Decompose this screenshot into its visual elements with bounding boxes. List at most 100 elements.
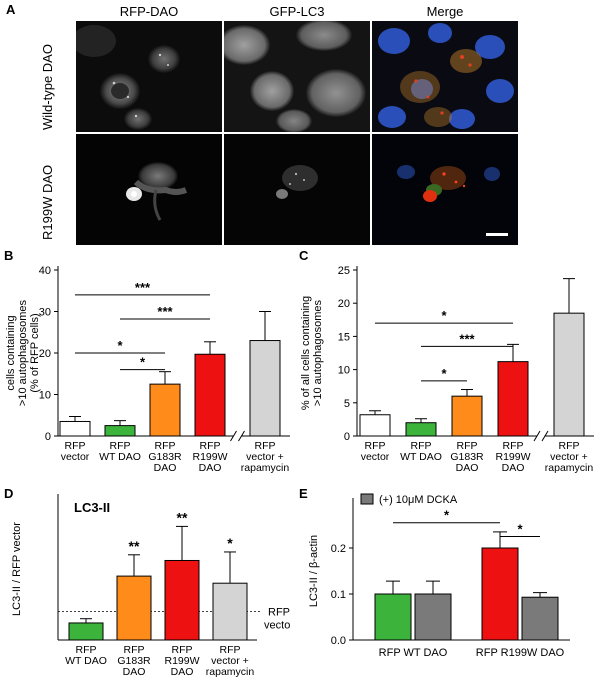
micrograph-r199w-rfp-dao xyxy=(76,134,222,245)
panel-c-ytick-label: 25 xyxy=(338,265,350,277)
panel-d-bar xyxy=(68,622,104,641)
panel-d-category-label: vector + xyxy=(211,655,249,667)
panel-c-category-label: RFP xyxy=(503,440,524,452)
panel-d-category-label: RFP xyxy=(76,644,97,656)
panel-d-category-label: RFP xyxy=(172,644,193,656)
panel-b-ylabel-line: (% of RFP cells) xyxy=(29,313,41,392)
panel-e-ytick-label: 0.1 xyxy=(331,589,346,601)
panel-d-category-label: DAO xyxy=(123,666,146,678)
panel-c-category-label: rapamycin xyxy=(545,462,594,473)
micrograph-r199w-merge xyxy=(372,134,518,245)
panel-e-bar xyxy=(521,596,559,641)
panel-b-category-label: WT DAO xyxy=(99,451,141,463)
panel-e-ylabel-line: LC3-II / β-actin xyxy=(308,535,320,607)
panel-c-ylabel-line: % of all cells containing xyxy=(300,296,312,410)
panel-b-significance-star: * xyxy=(117,338,123,353)
panel-d-category-label: G183R xyxy=(117,655,151,667)
column-title-gfp-lc3: GFP-LC3 xyxy=(269,4,325,19)
panel-c-bar xyxy=(497,361,529,437)
panel-c-bar xyxy=(451,395,483,437)
panel-c-ylabel-line: >10 autophagosomes xyxy=(312,299,324,406)
panel-b-bar xyxy=(249,340,281,437)
panel-b-category-label: G183R xyxy=(148,451,182,463)
panel-b-category-label: RFP xyxy=(255,440,276,452)
panel-b-category-label: vector xyxy=(61,451,90,463)
panel-d-category-label: RFP xyxy=(124,644,145,656)
panel-e-ytick-label: 0.2 xyxy=(331,543,346,555)
panel-b-ytick-label: 30 xyxy=(39,307,51,319)
panel-e-bar xyxy=(481,547,519,641)
panel-c-category-label: G183R xyxy=(450,451,484,463)
panel-b-ytick-label: 20 xyxy=(39,348,51,360)
panel-c-ytick-label: 20 xyxy=(338,298,350,310)
panel-c-significance-star: *** xyxy=(459,331,475,346)
panel-c-bar xyxy=(553,312,585,437)
panel-e-group-label: RFP WT DAO xyxy=(379,647,448,659)
micrograph-r199w-gfp-lc3 xyxy=(224,134,370,245)
panel-d-category-label: WT DAO xyxy=(65,655,107,667)
panel-d-category-label: R199W xyxy=(164,655,199,667)
panel-b-category-label: DAO xyxy=(199,462,222,473)
panel-b-significance-star: *** xyxy=(157,304,173,319)
panel-b-ylabel-line: cells containing xyxy=(5,315,17,390)
panel-b-category-label: RFP xyxy=(155,440,176,452)
scale-bar xyxy=(486,233,508,236)
panel-e-letter: E xyxy=(299,486,308,501)
column-title-merge: Merge xyxy=(426,4,464,19)
chart-e: E LC3-II / β-actin 0.0 0.1 0.2 RFP WT DAO RFP … xyxy=(299,486,570,659)
panel-d-reference-label: RFP xyxy=(268,607,290,619)
panel-b-category-label: vector + xyxy=(246,451,284,463)
panel-d-bar-star: ** xyxy=(129,538,140,554)
panel-b-category-label: rapamycin xyxy=(241,462,290,473)
chart-c: C % of all cells containing >10 autophagos… xyxy=(299,248,594,473)
panel-c-category-label: RFP xyxy=(457,440,478,452)
panel-c-significance-star: * xyxy=(441,308,447,323)
panel-c-category-label: vector + xyxy=(550,451,588,463)
panel-c-ytick-label: 10 xyxy=(338,365,350,377)
panel-d-category-label: rapamycin xyxy=(206,666,255,678)
panel-c-bar xyxy=(359,414,391,437)
panel-e-significance-star: * xyxy=(444,508,450,523)
panel-b-category-label: RFP xyxy=(65,440,86,452)
panel-c-ytick-label: 0 xyxy=(344,431,350,443)
panel-c-ytick-label: 5 xyxy=(344,398,350,410)
panel-b-letter: B xyxy=(4,248,13,263)
panel-c-axis-break-mark xyxy=(533,430,541,442)
panel-b-category-label: R199W xyxy=(192,451,227,463)
panel-b-bar xyxy=(194,353,226,437)
panel-d-letter: D xyxy=(4,486,13,501)
panel-c-category-label: DAO xyxy=(456,462,479,473)
panel-c-significance-star: * xyxy=(441,366,447,381)
panel-d-bar xyxy=(164,559,200,641)
panel-b-axis-break-mark xyxy=(230,430,237,442)
panel-b-category-label: RFP xyxy=(200,440,221,452)
panel-c-axis-break-mark xyxy=(541,430,549,442)
panel-b-significance-star: *** xyxy=(135,280,151,295)
panel-e-legend-label: (+) 10μM DCKA xyxy=(379,494,458,506)
panel-b-ytick-label: 0 xyxy=(45,431,51,443)
micrograph-wt-merge xyxy=(372,21,518,132)
micrograph-wt-gfp-lc3 xyxy=(224,21,370,132)
panel-e-bar xyxy=(414,593,452,641)
panel-b-significance-star: * xyxy=(140,355,146,370)
panel-d-category-label: RFP xyxy=(220,644,241,656)
panel-e-legend-swatch xyxy=(360,493,374,505)
panel-c-category-label: RFP xyxy=(365,440,386,452)
panel-d-bar-star: * xyxy=(227,535,233,551)
panel-a-letter: A xyxy=(6,2,16,17)
panel-c-category-label: DAO xyxy=(502,462,525,473)
panel-d-title: LC3-II xyxy=(74,500,110,515)
panel-e-group-label: RFP R199W DAO xyxy=(476,647,565,659)
panel-d-bar-star: ** xyxy=(177,509,188,525)
panel-e-ytick-label: 0.0 xyxy=(331,635,346,647)
row-label-r199w: R199W DAO xyxy=(40,164,55,240)
panel-e-significance-star: * xyxy=(517,522,523,537)
panel-b-axis-break-mark xyxy=(238,430,245,442)
panel-c-letter: C xyxy=(299,248,309,263)
column-title-rfp-dao: RFP-DAO xyxy=(119,4,179,19)
panel-d-bar xyxy=(212,582,248,641)
panel-c-ytick-label: 15 xyxy=(338,331,350,343)
panel-d-ylabel-line: LC3-II / RFP vector xyxy=(11,522,23,616)
